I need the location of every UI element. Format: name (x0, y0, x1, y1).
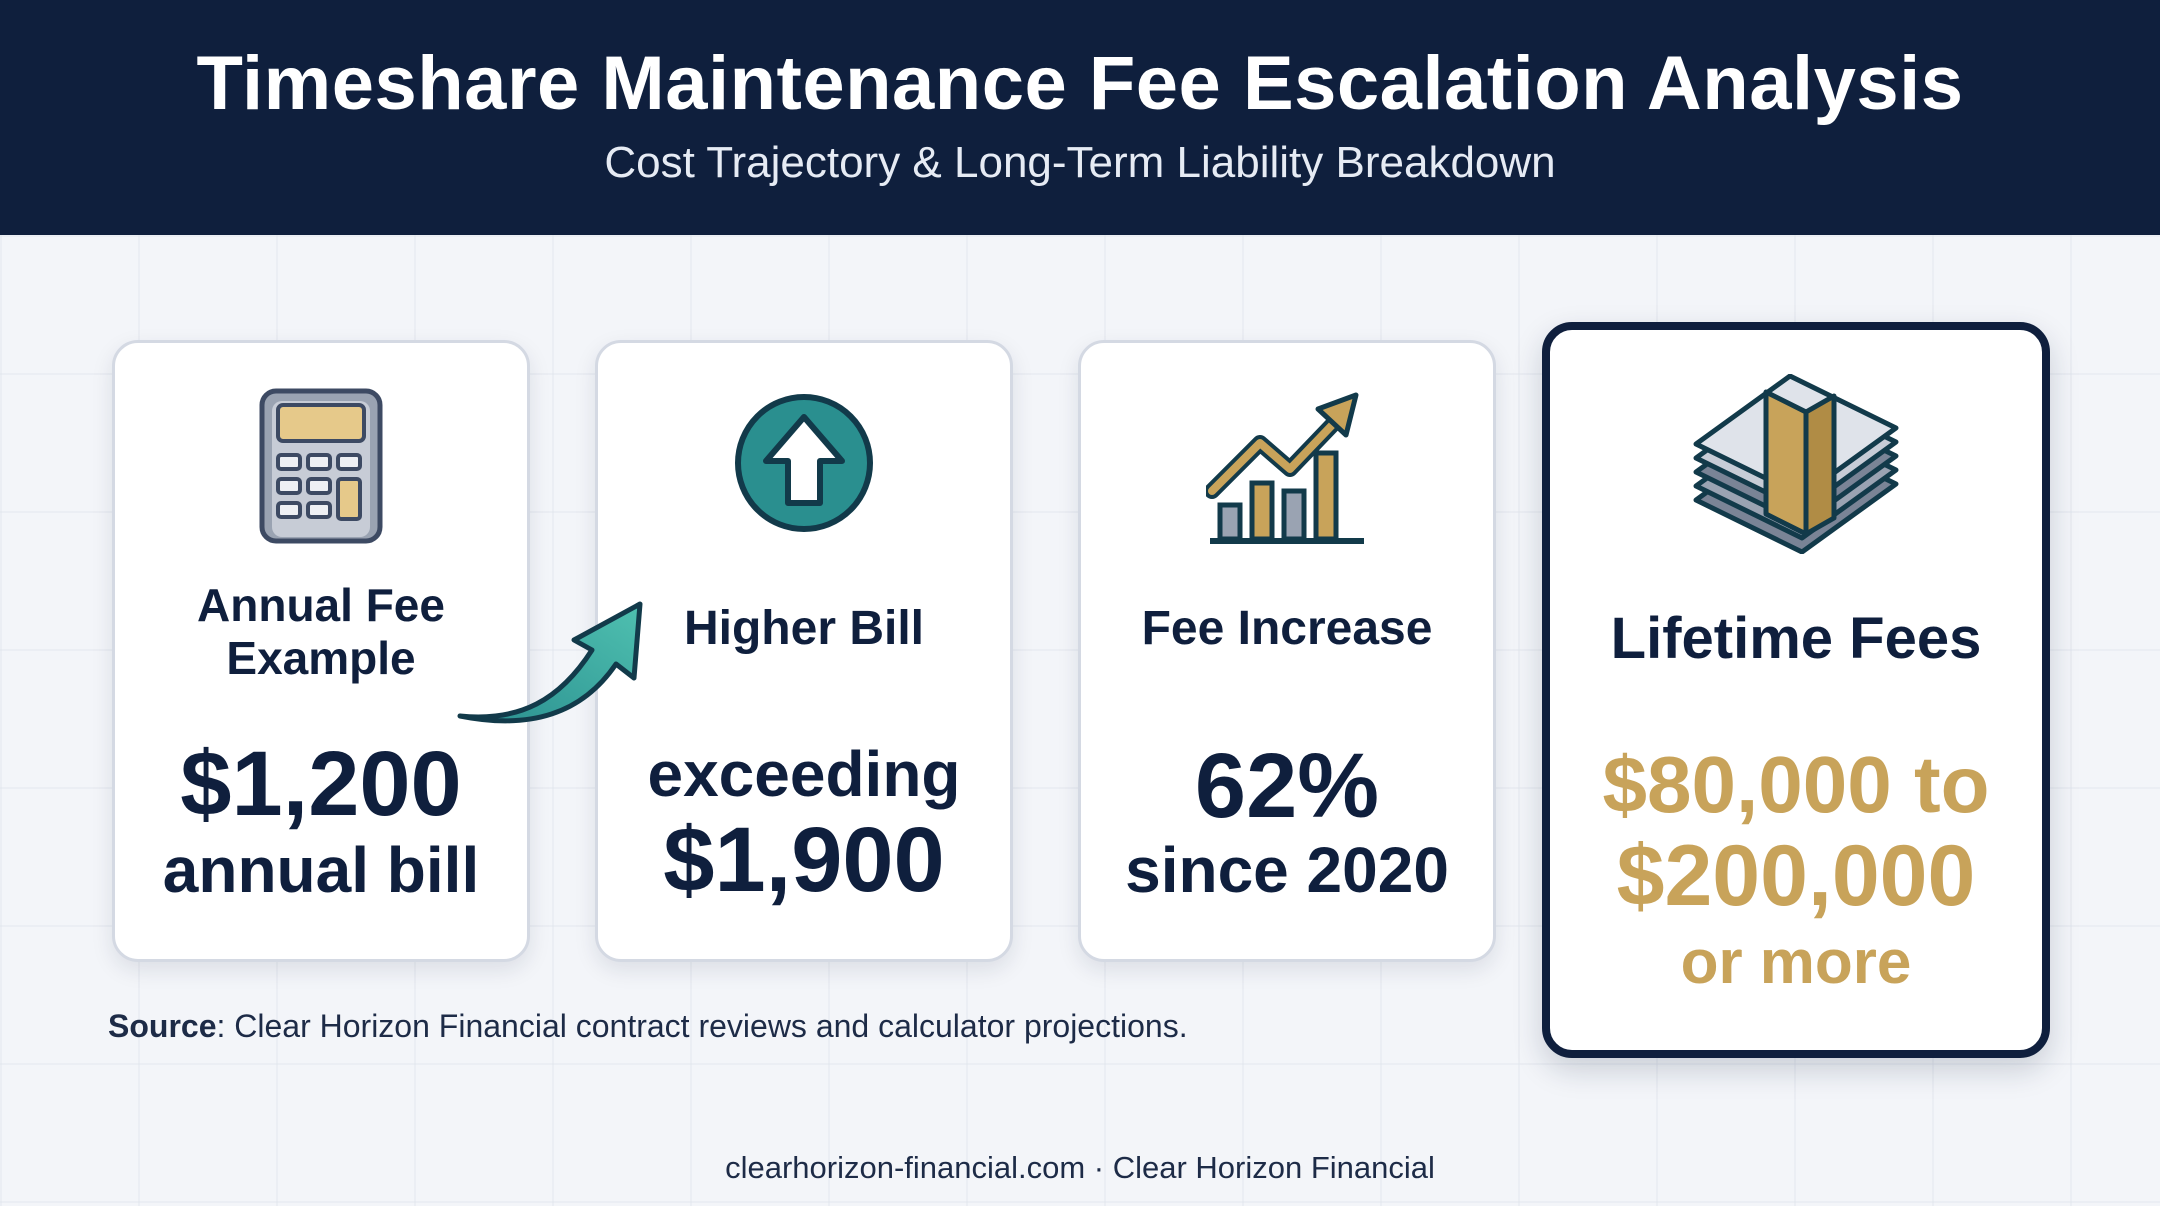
card-label-line1: Annual Fee (197, 579, 445, 631)
card-label: Lifetime Fees (1610, 606, 1982, 671)
card-value: 62% (1194, 735, 1380, 837)
footer: clearhorizon-financial.com · Clear Horiz… (725, 1150, 1435, 1185)
card-value-caption: or more (1680, 928, 1912, 997)
up-arrow-circle-icon (735, 394, 873, 532)
source-note: Source: Clear Horizon Financial contract… (108, 1008, 1188, 1045)
page-title: Timeshare Maintenance Fee Escalation Ana… (196, 41, 1964, 126)
card-label-line2: Example (226, 631, 416, 684)
card-value: $1,900 (663, 809, 945, 911)
calculator-icon (259, 388, 383, 544)
card-label: Fee Increase (1141, 602, 1433, 655)
header-banner: Timeshare Maintenance Fee Escalation Ana… (0, 0, 2160, 235)
card-value: $1,200 (180, 733, 462, 835)
card-higher-bill: Higher Bill exceeding $1,900 (595, 340, 1013, 962)
card-value-caption: since 2020 (1125, 834, 1449, 906)
card-lifetime-fees: Lifetime Fees $80,000 to $200,000 or mor… (1542, 322, 2050, 1058)
source-label: Source (108, 1008, 217, 1044)
source-text: : Clear Horizon Financial contract revie… (216, 1008, 1188, 1044)
card-value-low: $80,000 to (1602, 740, 1990, 829)
card-label: Annual Fee Example (125, 579, 517, 685)
card-annual-fee: Annual Fee Example $1,200 annual bill (112, 340, 530, 962)
growth-chart-icon (1206, 392, 1364, 544)
card-fee-increase: Fee Increase 62% since 2020 (1078, 340, 1496, 962)
card-label: Higher Bill (683, 602, 925, 655)
card-value-prefix: exceeding (647, 738, 961, 810)
card-value-caption: annual bill (162, 834, 480, 906)
connector-arrow-icon (457, 601, 643, 724)
page-subtitle: Cost Trajectory & Long-Term Liability Br… (604, 138, 1556, 187)
card-value-high: $200,000 (1616, 828, 1976, 924)
money-stack-icon (1693, 374, 1899, 554)
